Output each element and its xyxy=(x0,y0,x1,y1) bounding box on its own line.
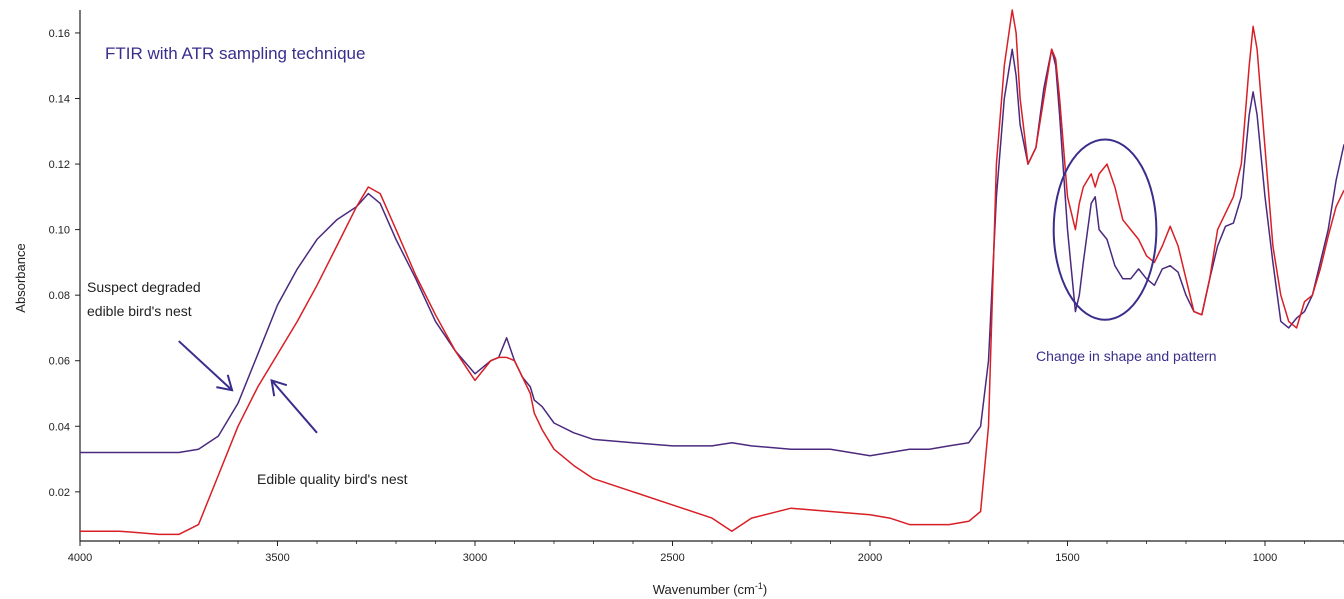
x-tick-label: 2500 xyxy=(660,552,684,564)
highlight-ellipse xyxy=(1052,138,1158,321)
series-line-quality xyxy=(80,9,1344,536)
degraded-label-line1: Suspect degraded xyxy=(87,279,201,295)
y-tick-label: 0.14 xyxy=(49,94,70,106)
quality-arrow-shaft xyxy=(270,379,318,434)
x-tick-label: 4000 xyxy=(68,552,92,564)
x-axis-title-sup: -1 xyxy=(755,581,763,591)
y-tick-label: 0.08 xyxy=(49,290,70,302)
chart-title: FTIR with ATR sampling technique xyxy=(105,44,365,63)
y-tick-label: 0.12 xyxy=(49,159,70,171)
degraded-arrow-shaft xyxy=(178,340,233,391)
axes: 0.02 0.04 0.06 0.08 0.10 0.12 0.14 0.16 4000 3500… xyxy=(49,10,1344,564)
y-tick-label: 0.16 xyxy=(49,28,70,40)
x-tick-label: 2000 xyxy=(858,552,882,564)
change-label: Change in shape and pattern xyxy=(1036,348,1217,364)
series-layer xyxy=(80,9,1344,536)
quality-label: Edible quality bird's nest xyxy=(257,471,408,487)
x-tick-label: 1000 xyxy=(1253,552,1277,564)
y-axis-title: Absorbance xyxy=(13,243,28,312)
y-tick-label: 0.02 xyxy=(49,487,70,499)
degraded-arrow-head xyxy=(216,374,234,392)
y-tick-label: 0.04 xyxy=(49,421,70,433)
y-tick-label: 0.10 xyxy=(49,225,70,237)
y-tick-label: 0.06 xyxy=(49,356,70,368)
x-axis-title-main: Wavenumber (cm xyxy=(653,582,755,597)
annotations: FTIR with ATR sampling technique Suspect… xyxy=(87,44,1217,487)
axis-titles: Wavenumber (cm-1) Absorbance xyxy=(13,243,767,597)
quality-arrow-head xyxy=(270,378,288,397)
degraded-label-line2: edible bird's nest xyxy=(87,303,192,319)
series-line-degraded xyxy=(80,48,1344,457)
x-tick-label: 3000 xyxy=(463,552,487,564)
x-tick-label: 3500 xyxy=(265,552,289,564)
x-axis-title-end: ) xyxy=(763,582,767,597)
x-tick-label: 1500 xyxy=(1055,552,1079,564)
x-axis-title: Wavenumber (cm-1) xyxy=(653,581,767,597)
